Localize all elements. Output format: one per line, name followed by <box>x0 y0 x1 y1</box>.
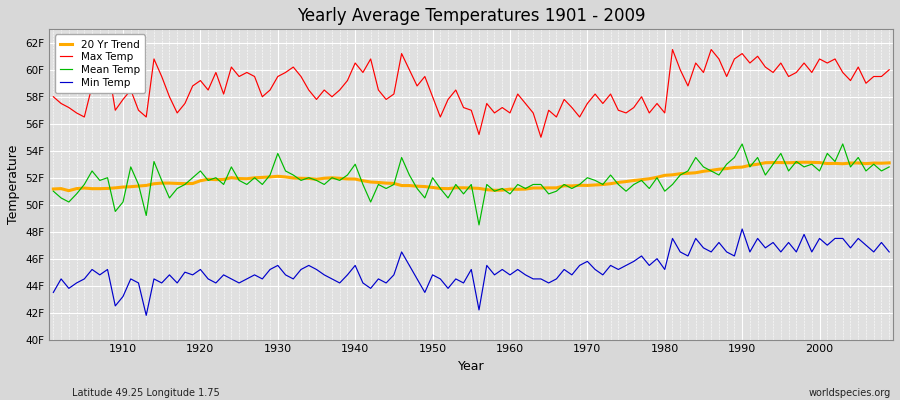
Mean Temp <box>48 189 58 194</box>
Min Temp <box>884 250 895 254</box>
20 Yr Trend <box>605 181 616 186</box>
20 Yr Trend <box>884 160 895 165</box>
Line: 20 Yr Trend: 20 Yr Trend <box>53 162 889 191</box>
20 Yr Trend <box>505 187 516 192</box>
X-axis label: Year: Year <box>458 360 484 373</box>
Max Temp <box>110 108 121 113</box>
Min Temp <box>505 272 516 277</box>
Mean Temp <box>473 222 484 227</box>
Max Temp <box>48 94 58 99</box>
Min Temp <box>110 304 121 308</box>
Mean Temp <box>605 173 616 178</box>
Max Temp <box>280 70 291 75</box>
Max Temp <box>667 47 678 52</box>
20 Yr Trend <box>334 176 345 181</box>
Y-axis label: Temperature: Temperature <box>7 145 20 224</box>
20 Yr Trend <box>512 187 523 192</box>
Mean Temp <box>505 192 516 196</box>
20 Yr Trend <box>63 188 74 193</box>
Mean Temp <box>884 164 895 169</box>
Max Temp <box>497 105 508 110</box>
Text: worldspecies.org: worldspecies.org <box>809 388 891 398</box>
Title: Yearly Average Temperatures 1901 - 2009: Yearly Average Temperatures 1901 - 2009 <box>297 7 645 25</box>
Min Temp <box>288 276 299 281</box>
Mean Temp <box>110 209 121 214</box>
Mean Temp <box>737 142 748 146</box>
Line: Mean Temp: Mean Temp <box>53 144 889 225</box>
Line: Min Temp: Min Temp <box>53 229 889 315</box>
20 Yr Trend <box>798 160 809 165</box>
Min Temp <box>737 226 748 231</box>
Text: Latitude 49.25 Longitude 1.75: Latitude 49.25 Longitude 1.75 <box>72 388 220 398</box>
Max Temp <box>605 92 616 96</box>
Max Temp <box>505 110 516 115</box>
20 Yr Trend <box>48 186 58 191</box>
Mean Temp <box>280 168 291 173</box>
Min Temp <box>605 263 616 268</box>
Max Temp <box>327 94 338 99</box>
Min Temp <box>512 267 523 272</box>
Legend: 20 Yr Trend, Max Temp, Mean Temp, Min Temp: 20 Yr Trend, Max Temp, Mean Temp, Min Te… <box>55 34 145 93</box>
Line: Max Temp: Max Temp <box>53 50 889 137</box>
Max Temp <box>884 67 895 72</box>
Mean Temp <box>327 175 338 180</box>
20 Yr Trend <box>288 176 299 180</box>
Max Temp <box>536 135 546 140</box>
Min Temp <box>48 290 58 295</box>
Min Temp <box>334 280 345 285</box>
Min Temp <box>140 313 151 318</box>
20 Yr Trend <box>118 185 129 190</box>
Mean Temp <box>512 182 523 187</box>
